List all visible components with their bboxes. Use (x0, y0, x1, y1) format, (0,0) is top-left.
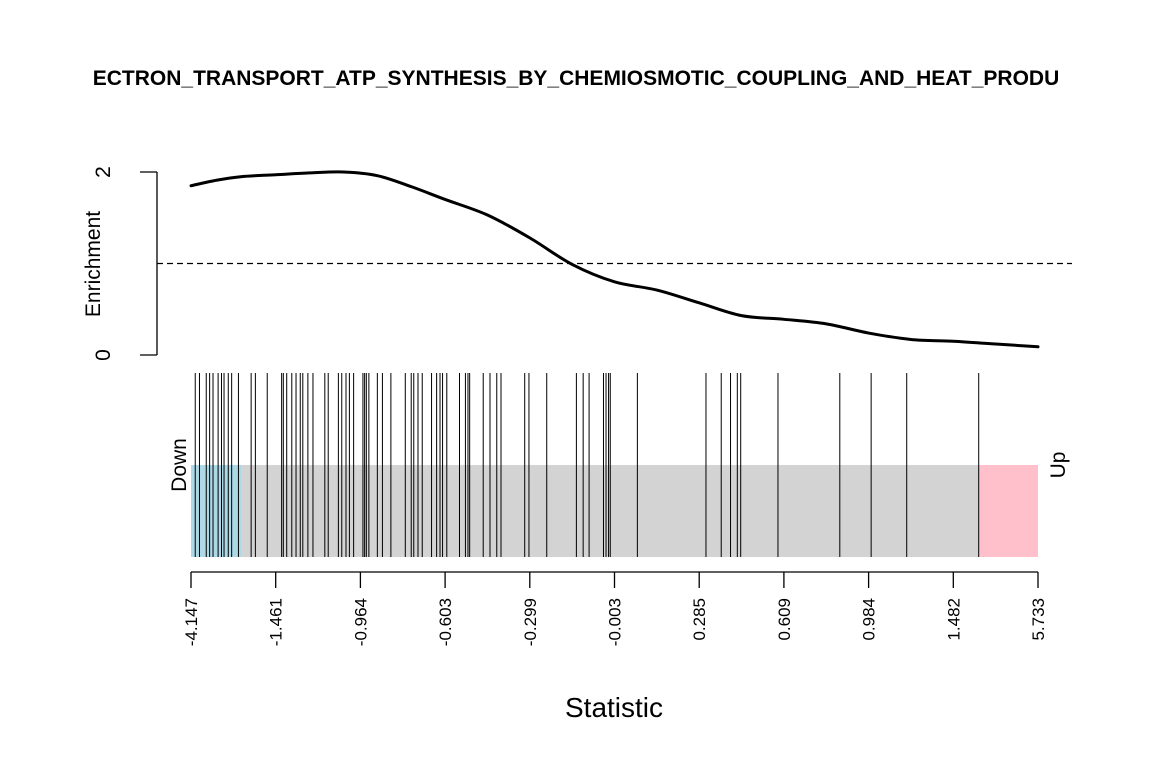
down-region (191, 465, 242, 557)
x-tick-label: 5.733 (1029, 598, 1048, 641)
up-region (978, 465, 1038, 557)
x-axis-ticks: -4.147 -1.461 -0.964 -0.603 -0.299 -0.003 0.28… (182, 572, 1048, 646)
statistic-x-axis: -4.147 -1.461 -0.964 -0.603 -0.299 -0.003 0.28… (182, 571, 1048, 646)
gene-barcode-lines (194, 373, 980, 557)
up-region-label: Up (1047, 452, 1070, 479)
y-tick-label: 0 (92, 349, 115, 361)
y-tick-label: 2 (92, 166, 115, 178)
x-tick-label: -0.003 (606, 598, 625, 646)
x-tick-label: -4.147 (182, 598, 201, 646)
x-tick-label: -0.603 (436, 598, 455, 646)
x-axis-title: Statistic (565, 692, 663, 723)
x-tick-label: 1.482 (944, 598, 963, 641)
enrichment-axis-title: Enrichment (82, 211, 105, 317)
enrichment-y-ticks: 02 (92, 166, 157, 361)
x-tick-label: -1.461 (267, 598, 286, 646)
barcode-regions (191, 465, 1038, 557)
chart-title: ECTRON_TRANSPORT_ATP_SYNTHESIS_BY_CHEMIO… (93, 67, 1060, 90)
x-tick-label: 0.609 (775, 598, 794, 641)
down-region-label: Down (168, 438, 191, 492)
enrichment-curve (189, 170, 1040, 349)
enrichment-panel: 02 Enrichment (82, 166, 1072, 361)
x-tick-label: 0.984 (860, 598, 879, 641)
x-tick-label: -0.964 (351, 598, 370, 646)
x-tick-label: 0.285 (690, 598, 709, 641)
x-tick-label: -0.299 (521, 598, 540, 646)
barcode-panel: Down Up (168, 373, 1070, 557)
